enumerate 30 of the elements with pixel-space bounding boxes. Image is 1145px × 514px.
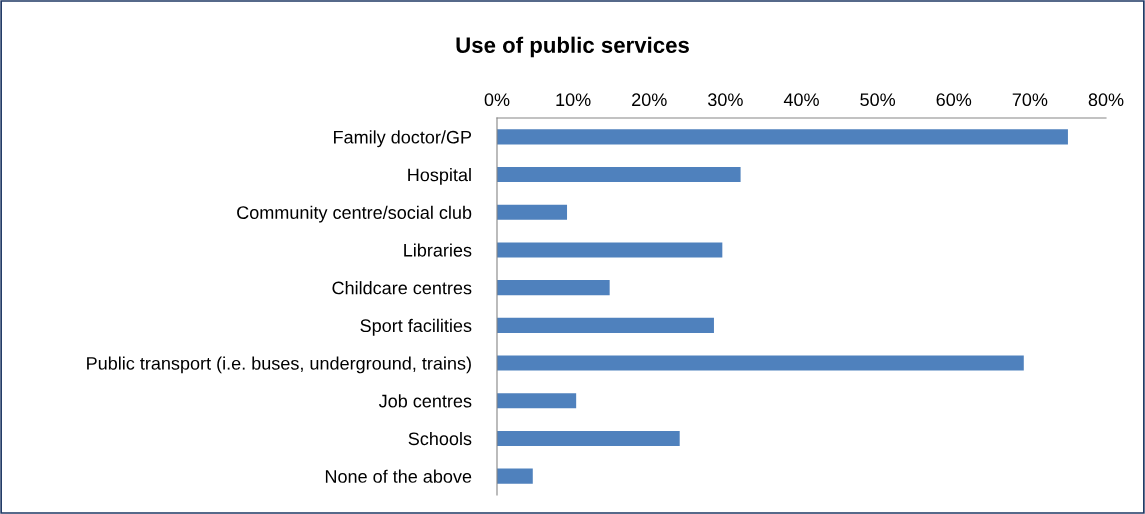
bar — [497, 468, 533, 484]
bar — [497, 129, 1068, 145]
bar — [497, 167, 741, 183]
y-tick-label: Family doctor/GP — [334, 130, 472, 148]
y-tick-label: Sport facilities — [360, 318, 472, 336]
y-tick-label: Hospital — [408, 168, 471, 185]
chart-title: Use of public services — [456, 36, 689, 58]
x-tick-label: 30% — [708, 93, 743, 107]
y-tick-label: Libraries — [404, 243, 472, 257]
x-tick-label: 50% — [860, 93, 896, 107]
bar — [497, 430, 680, 446]
x-tick-label: 60% — [936, 93, 972, 107]
bar — [497, 280, 610, 296]
y-tick-label: Community centre/social club — [237, 205, 472, 223]
y-tick-label: Public transport (i.e. buses, underground, trains) — [87, 356, 471, 374]
x-tick-label: 80% — [1088, 93, 1124, 107]
bar — [497, 317, 714, 333]
y-tick-label: Schools — [408, 431, 472, 446]
y-tick-label: Job centres — [378, 394, 472, 408]
bar — [497, 355, 1024, 371]
x-tick-label: 70% — [1012, 93, 1048, 107]
x-tick-label: 0% — [484, 93, 510, 107]
bar — [497, 242, 723, 258]
x-tick-label: 40% — [783, 93, 819, 107]
bar — [497, 204, 568, 220]
y-tick-label: None of the above — [325, 469, 472, 483]
x-tick-label: 20% — [632, 93, 667, 107]
y-tick-label: Childcare centres — [332, 281, 472, 295]
bar — [497, 393, 577, 409]
x-tick-label: 10% — [556, 93, 591, 107]
